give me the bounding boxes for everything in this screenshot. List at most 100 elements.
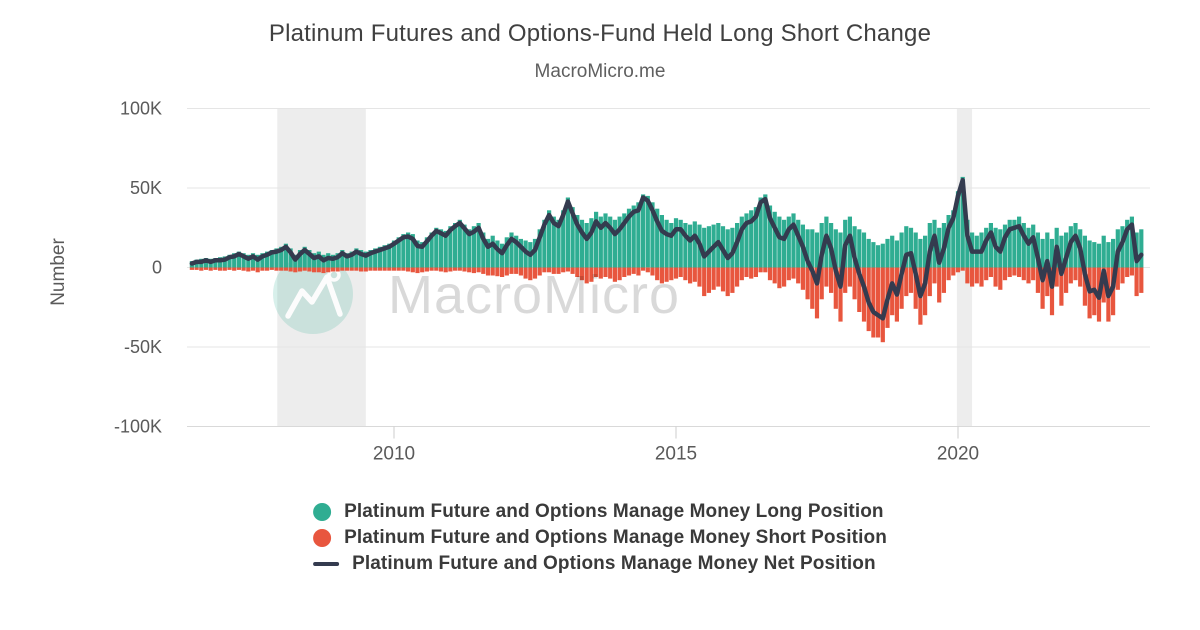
- long-bar: [659, 215, 664, 268]
- short-bar: [1125, 267, 1130, 277]
- long-bar: [739, 216, 744, 268]
- short-bar: [222, 267, 227, 271]
- long-bar: [1111, 238, 1116, 268]
- long-bar: [960, 176, 965, 268]
- long-bar: [1106, 242, 1111, 268]
- long-bar: [650, 202, 655, 268]
- long-bar: [603, 213, 608, 268]
- short-bar: [598, 267, 603, 279]
- long-bar: [861, 232, 867, 268]
- long-bar: [429, 232, 434, 268]
- long-bar: [965, 219, 970, 268]
- long-bar: [641, 194, 646, 268]
- long-bar: [655, 208, 660, 268]
- short-bar: [711, 267, 716, 290]
- short-bar: [702, 267, 707, 297]
- short-bar: [641, 267, 646, 271]
- long-bar: [363, 251, 368, 268]
- short-bar: [359, 267, 364, 272]
- short-bar: [612, 267, 617, 282]
- short-bar: [232, 267, 237, 271]
- short-bar: [1068, 267, 1073, 284]
- y-tick-label: 0: [152, 258, 162, 278]
- long-bar: [1101, 235, 1106, 268]
- long-bar: [312, 253, 317, 268]
- long-bar: [880, 243, 885, 268]
- long-bar: [565, 197, 570, 268]
- short-bar: [965, 267, 970, 284]
- short-bar: [349, 267, 354, 271]
- long-bar: [537, 229, 542, 268]
- short-bar: [655, 267, 660, 281]
- short-bar: [490, 267, 495, 276]
- legend-item-long[interactable]: Platinum Future and Options Manage Money…: [313, 499, 887, 525]
- net-position-line: [189, 177, 1144, 321]
- short-bar: [1082, 267, 1087, 306]
- long-bar: [495, 240, 500, 268]
- short-bar: [927, 267, 932, 297]
- short-bar: [250, 267, 256, 271]
- y-tick-label: -50K: [124, 337, 162, 357]
- short-bar: [608, 267, 613, 279]
- long-bar: [988, 223, 993, 268]
- short-bar: [720, 267, 726, 292]
- short-bar: [1035, 267, 1040, 293]
- short-bar: [269, 267, 274, 270]
- short-bar: [241, 267, 246, 271]
- short-bar: [800, 267, 805, 290]
- short-bar: [1049, 267, 1055, 316]
- short-bar: [330, 267, 335, 272]
- short-bar: [532, 267, 538, 279]
- short-bar: [208, 267, 213, 271]
- long-bar: [561, 210, 566, 268]
- short-bar: [678, 267, 683, 277]
- short-bar: [824, 267, 829, 287]
- long-bar: [1064, 232, 1069, 268]
- short-bar: [594, 267, 599, 277]
- short-bar: [443, 267, 448, 273]
- long-bar: [213, 258, 218, 268]
- long-bar: [420, 242, 425, 268]
- long-bar: [763, 194, 768, 268]
- short-bar: [833, 267, 838, 309]
- short-bar: [880, 267, 885, 343]
- long-bar: [373, 248, 378, 268]
- long-bar: [584, 223, 589, 268]
- axes: 100K 50K 0 -50K -100K 2010 2015 2020: [114, 99, 979, 465]
- long-bar: [626, 208, 632, 268]
- short-bar: [344, 267, 350, 271]
- long-bar: [753, 207, 758, 268]
- long-bar: [556, 219, 561, 268]
- short-bar: [1134, 267, 1139, 297]
- long-bar: [772, 211, 777, 268]
- short-bar: [274, 267, 279, 271]
- short-bar: [279, 267, 284, 271]
- short-bar: [814, 267, 820, 319]
- long-bar: [1096, 243, 1102, 268]
- long-bar: [636, 202, 641, 268]
- short-bar: [429, 267, 434, 271]
- long-bar: [946, 215, 951, 268]
- short-bar: [528, 267, 533, 281]
- short-bar: [260, 267, 265, 271]
- short-bar: [932, 267, 937, 284]
- short-bar: [861, 267, 867, 322]
- short-bar: [589, 267, 594, 282]
- long-bar: [908, 227, 914, 268]
- short-bar: [575, 267, 580, 277]
- short-bar: [415, 267, 420, 274]
- legend-item-net[interactable]: Platinum Future and Options Manage Money…: [313, 551, 887, 577]
- short-bar: [1078, 267, 1083, 287]
- short-bar: [406, 267, 411, 272]
- short-bar: [899, 267, 904, 309]
- long-bar: [866, 238, 871, 268]
- short-bar: [453, 267, 458, 271]
- short-bar: [937, 267, 942, 303]
- long-bar: [810, 229, 815, 268]
- legend-item-short[interactable]: Platinum Future and Options Manage Money…: [313, 525, 887, 551]
- short-bar: [297, 267, 303, 272]
- short-bar: [725, 267, 730, 297]
- long-bar: [706, 226, 711, 268]
- long-bar: [796, 219, 801, 268]
- short-bar: [467, 267, 472, 273]
